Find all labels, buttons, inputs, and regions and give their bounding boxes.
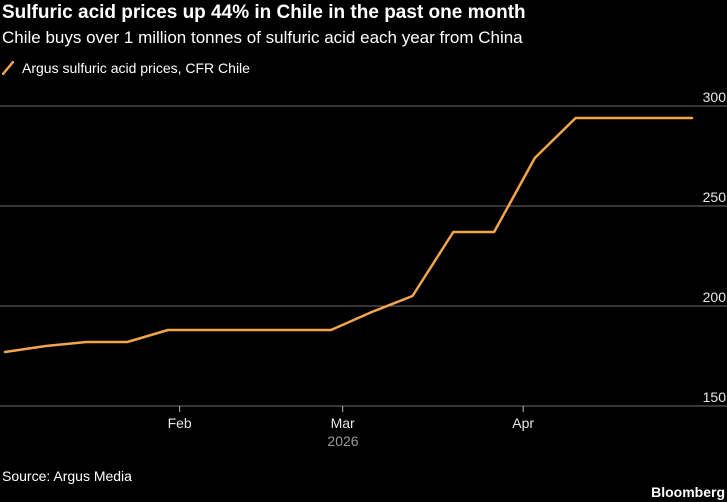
- x-tick-label-apr: Apr: [512, 415, 534, 431]
- x-tick-label-feb: Feb: [168, 415, 192, 431]
- chart-legend: Argus sulfuric acid prices, CFR Chile: [2, 60, 250, 76]
- legend-label: Argus sulfuric acid prices, CFR Chile: [22, 60, 250, 76]
- x-axis-year-label: 2026: [327, 433, 358, 449]
- legend-line-icon: [2, 61, 14, 75]
- y-tick-label-150: 150: [703, 389, 727, 405]
- chart-subtitle: Chile buys over 1 million tonnes of sulf…: [2, 28, 523, 47]
- source-note: Source: Argus Media: [2, 468, 132, 484]
- bloomberg-logo: Bloomberg: [651, 484, 725, 500]
- chart-title: Sulfuric acid prices up 44% in Chile in …: [2, 2, 526, 23]
- x-tick-label-mar: Mar: [331, 415, 355, 431]
- y-tick-label-250: 250: [703, 189, 727, 205]
- y-tick-label-200: 200: [703, 289, 727, 305]
- series-line-0: [3, 116, 694, 354]
- y-tick-label-300: 300: [703, 89, 727, 105]
